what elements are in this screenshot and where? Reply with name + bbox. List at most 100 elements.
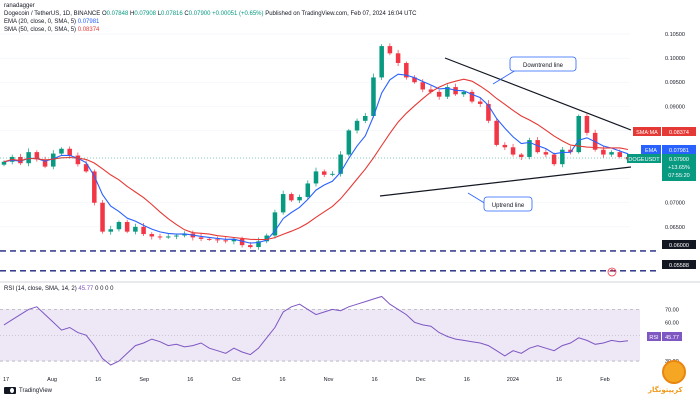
level-tag-low	[662, 260, 696, 269]
candle-body	[363, 115, 368, 121]
level-high-value: 0.06000	[669, 243, 689, 249]
candle-body	[387, 46, 393, 54]
rsi-legend-label: RSI (14, close, SMA, 14, 2)	[4, 286, 77, 292]
candle-body	[371, 77, 376, 116]
candle-body	[198, 237, 204, 239]
candle-body	[519, 154, 524, 157]
ema-tag-label	[641, 145, 661, 154]
candle-body	[420, 82, 425, 90]
rsi-tags: RSI 45.77	[647, 332, 682, 341]
level-tag-high	[662, 240, 696, 249]
ohlc-open: 0.07848	[106, 11, 129, 17]
last-price-tag	[662, 154, 696, 181]
sma-50-line	[3, 78, 629, 241]
candle-body	[42, 159, 48, 167]
alert-icon[interactable]	[607, 267, 617, 277]
price-tick-label: 0.09500	[665, 80, 685, 86]
candle-body	[494, 120, 499, 145]
ohlc-change: +0.00051 (+0.65%)	[212, 11, 264, 17]
candles	[1, 43, 631, 250]
candle-body	[395, 53, 401, 63]
ohlc-low-label: L	[157, 11, 162, 17]
uptrend-callout-line	[467, 192, 487, 205]
candle-body	[297, 196, 302, 201]
candle-body	[223, 240, 228, 242]
uptrend-line[interactable]	[379, 166, 632, 197]
brand-name[interactable]: TradingView	[19, 387, 53, 394]
candle-body	[527, 140, 532, 157]
time-tick-label: Feb	[600, 377, 609, 383]
candle-body	[617, 152, 623, 157]
ema-legend-value: 0.07981	[77, 19, 100, 25]
ohlc-low: 0.07816	[161, 11, 183, 17]
ema-legend[interactable]: EMA (20, close, 0, SMA, 5) 0.07981	[4, 18, 99, 26]
sma-legend[interactable]: SMA (50, close, 0, SMA, 5) 0.08374	[4, 26, 99, 34]
price-tick-label: 0.10000	[665, 56, 685, 62]
downtrend-label: Downtrend line	[523, 63, 564, 69]
time-tick-label: 2024	[507, 377, 519, 383]
level-low-value: 0.05588	[669, 263, 689, 269]
candle-body	[428, 89, 434, 92]
candle-body	[239, 238, 245, 246]
candle-body	[330, 173, 335, 175]
ohlc-close: 0.07900	[188, 11, 211, 17]
downtrend-line[interactable]	[444, 57, 632, 131]
candle-body	[116, 222, 122, 230]
candle-body	[510, 147, 516, 155]
candle-body	[149, 234, 155, 237]
candle-body	[182, 233, 187, 236]
candle-body	[568, 149, 573, 153]
candle-body	[157, 236, 163, 238]
candle-body	[576, 115, 581, 153]
candle-body	[436, 91, 442, 97]
candle-body	[124, 222, 130, 232]
time-tick-label: 16	[372, 377, 378, 383]
downtrend-callout-line	[492, 69, 517, 85]
candle-body	[338, 154, 343, 174]
candle-body	[609, 152, 614, 155]
watermark: کریپتونگار	[648, 360, 698, 398]
time-tick-label: Nov	[324, 377, 334, 383]
uptrend-label: Uptrend line	[492, 203, 525, 209]
rsi-line	[3, 295, 629, 366]
candle-body	[346, 130, 352, 155]
candle-body	[264, 235, 269, 242]
author[interactable]: ranadagger	[4, 3, 35, 9]
symbol-title[interactable]: Dogecoin / TetherUS, 1D, BINANCE	[4, 11, 101, 17]
candle-countdown: 07:55:20	[668, 173, 689, 179]
candle-body	[412, 77, 417, 83]
candle-body	[272, 212, 278, 236]
candle-body	[59, 148, 64, 154]
price-tags: SMA:MA 0.08374 EMA 0.07981 DOGEUSDT 0.07…	[627, 127, 696, 269]
time-tick-label: Aug	[47, 377, 57, 383]
candle-body	[165, 236, 171, 238]
candle-body	[354, 120, 360, 131]
candle-body	[83, 164, 89, 172]
ema-tag-value: 0.07981	[669, 148, 689, 154]
horizontal-levels	[0, 250, 660, 272]
footer: TradingView	[4, 387, 52, 394]
candle-body	[313, 171, 319, 184]
price-tick-label: 0.07000	[665, 201, 685, 207]
rsi-tag	[662, 332, 682, 341]
trendlines[interactable]: Downtrend line Uptrend line	[379, 56, 632, 212]
candle-body	[461, 91, 467, 95]
ema-20-line	[3, 73, 629, 244]
ohlc-high: 0.07908	[134, 11, 157, 17]
rsi-tick-label: 60.00	[665, 320, 679, 326]
tradingview-logo-icon	[4, 387, 16, 394]
time-tick-label: 16	[187, 377, 193, 383]
time-tick-label: 16	[464, 377, 470, 383]
price-tick-label: 0.06500	[665, 225, 685, 231]
symbol-tag	[627, 154, 661, 163]
candle-body	[256, 241, 261, 248]
rsi-tag-label	[647, 332, 661, 341]
candle-body	[404, 62, 409, 78]
rsi-legend[interactable]: RSI (14, close, SMA, 14, 2) 45.77 0 0 0 …	[4, 285, 113, 293]
candle-body	[477, 101, 483, 104]
candle-body	[379, 46, 384, 78]
time-tick-label: 16	[95, 377, 101, 383]
time-axis[interactable]: 17 Aug 16 Sep 16 Oct 16 Nov 16 Dec 16 2024 16 Feb	[3, 377, 610, 383]
